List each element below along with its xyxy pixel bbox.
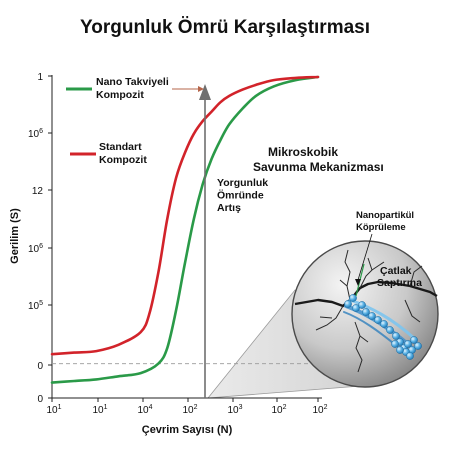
x-tick-label: 102 xyxy=(182,404,197,416)
inset-title-line2: Savunma Mekanizması xyxy=(253,160,384,174)
nanoparticle-bead xyxy=(349,294,357,302)
y-tick-label-base: 0 xyxy=(37,394,43,405)
micro-inset: Nanopartikül Köprüleme Çatlak Saptırma xyxy=(291,210,439,388)
x-tick-label-base: 10 xyxy=(312,405,324,416)
x-tick-label: 103 xyxy=(227,404,242,416)
nano-bridge-fiber-2 xyxy=(348,298,418,342)
x-tick-label-base: 10 xyxy=(182,405,194,416)
legend-label-nano-line2: Kompozit xyxy=(96,89,144,101)
legend-label-standart-line1: Standart xyxy=(99,141,142,153)
x-tick-label-exponent: 2 xyxy=(283,404,287,411)
x-tick-label: 102 xyxy=(271,404,286,416)
x-tick-label: 102 xyxy=(312,404,327,416)
y-tick-label: 106 xyxy=(28,128,43,140)
y-tick-label-base: 0 xyxy=(37,361,43,372)
x-tick-label-base: 10 xyxy=(137,405,149,416)
nanoparticle-bead xyxy=(406,352,414,360)
nanoparticle-bead xyxy=(368,312,376,320)
x-tick-label: 104 xyxy=(137,404,152,416)
nanoparticle-bead xyxy=(404,340,412,348)
legend-label-nano-line1: Nano Takviyeli xyxy=(96,76,169,88)
y-tick-label-base: 10 xyxy=(28,301,40,312)
y-tick-label-base: 12 xyxy=(32,186,44,197)
improvement-arrow-head xyxy=(199,84,211,100)
inset-title-line1: Mikroskobik xyxy=(268,145,338,159)
crack-branch-2 xyxy=(339,249,351,301)
x-tick-label-exponent: 1 xyxy=(104,404,108,411)
y-tick-label-exponent: 6 xyxy=(39,243,43,250)
y-tick-label-base: 10 xyxy=(28,244,40,255)
x-tick-label-exponent: 3 xyxy=(239,404,243,411)
bridging-label-line2: Köprüleme xyxy=(356,222,406,233)
x-tick-label-exponent: 1 xyxy=(58,404,62,411)
y-tick-label-exponent: 5 xyxy=(39,300,43,307)
nanoparticle-bead xyxy=(358,301,366,309)
deflection-label-line1: Çatlak xyxy=(380,265,412,277)
nanoparticle-bead xyxy=(396,346,404,354)
series-line-nano xyxy=(50,75,320,384)
y-tick-label: 1 xyxy=(37,72,43,83)
nanoparticle-bead xyxy=(380,320,388,328)
x-tick-label-exponent: 4 xyxy=(149,404,153,411)
series-line-standart xyxy=(50,75,320,356)
nanoparticle-bead xyxy=(362,308,370,316)
crack-branch-5 xyxy=(404,265,423,323)
x-tick-label: 101 xyxy=(46,404,61,416)
main-crack xyxy=(294,280,438,308)
nanoparticle-bead xyxy=(392,332,400,340)
nanoparticle-bead xyxy=(391,340,399,348)
nanoparticle-bead xyxy=(414,342,422,350)
x-tick-label-exponent: 2 xyxy=(324,404,328,411)
fatigue-increase-line1: Yorgunluk xyxy=(217,177,268,189)
y-tick-label-base: 1 xyxy=(37,72,43,83)
legend-label-standart: Standart Kompozit xyxy=(99,141,147,166)
crack-branch-1 xyxy=(315,305,344,331)
legend-label-standart-line2: Kompozit xyxy=(99,154,147,166)
y-tick-label: 12 xyxy=(32,186,44,197)
deflection-label-line2: Saptırma xyxy=(377,277,422,289)
crack-branch-4 xyxy=(354,321,369,373)
y-tick-label-exponent: 6 xyxy=(39,128,43,135)
x-tick-group: 101 101 104 102 103 102 102 xyxy=(46,398,328,416)
y-tick-label-base: 10 xyxy=(28,129,40,140)
fatigue-increase-line3: Artış xyxy=(217,202,241,214)
legend-label-nano: Nano Takviyeli Kompozit xyxy=(96,76,172,101)
bridging-pointer xyxy=(357,233,373,281)
y-tick-label: 105 xyxy=(28,300,43,312)
y-tick-label: 106 xyxy=(28,243,43,255)
x-axis-label: Çevrim Sayısı (N) xyxy=(142,424,233,436)
bridging-pointer-head xyxy=(355,279,361,286)
bridging-label-line1: Nanopartikül xyxy=(356,210,414,221)
inset-title: Mikroskobik Savunma Mekanizması xyxy=(253,145,384,174)
deflection-label: Çatlak Saptırma xyxy=(377,265,422,289)
x-tick-label: 101 xyxy=(92,404,107,416)
legend-pointer-head xyxy=(198,86,204,92)
fatigue-increase-line2: Ömründe xyxy=(217,189,264,202)
nanoparticle-bead xyxy=(344,300,352,308)
x-tick-label-base: 10 xyxy=(46,405,58,416)
fatigue-increase-label: Yorgunluk Ömründe Artış xyxy=(217,177,271,214)
crack-branch-3 xyxy=(359,257,385,289)
nanoparticle-bead xyxy=(410,336,418,344)
x-tick-label-exponent: 2 xyxy=(194,404,198,411)
y-axis-label: Gerilim (S) xyxy=(9,208,21,264)
nanoparticle-bead xyxy=(374,316,382,324)
bridging-label: Nanopartikül Köprüleme xyxy=(356,210,417,233)
y-tick-label: 0 xyxy=(37,394,43,405)
x-tick-label-base: 10 xyxy=(227,405,239,416)
x-tick-label-base: 10 xyxy=(271,405,283,416)
y-tick-label: 0 xyxy=(37,361,43,372)
nanoparticle-bead xyxy=(386,326,394,334)
chart-title: Yorgunluk Ömrü Karşılaştırması xyxy=(80,17,370,38)
nanoparticle-cluster xyxy=(344,294,422,360)
x-tick-label-base: 10 xyxy=(92,405,104,416)
